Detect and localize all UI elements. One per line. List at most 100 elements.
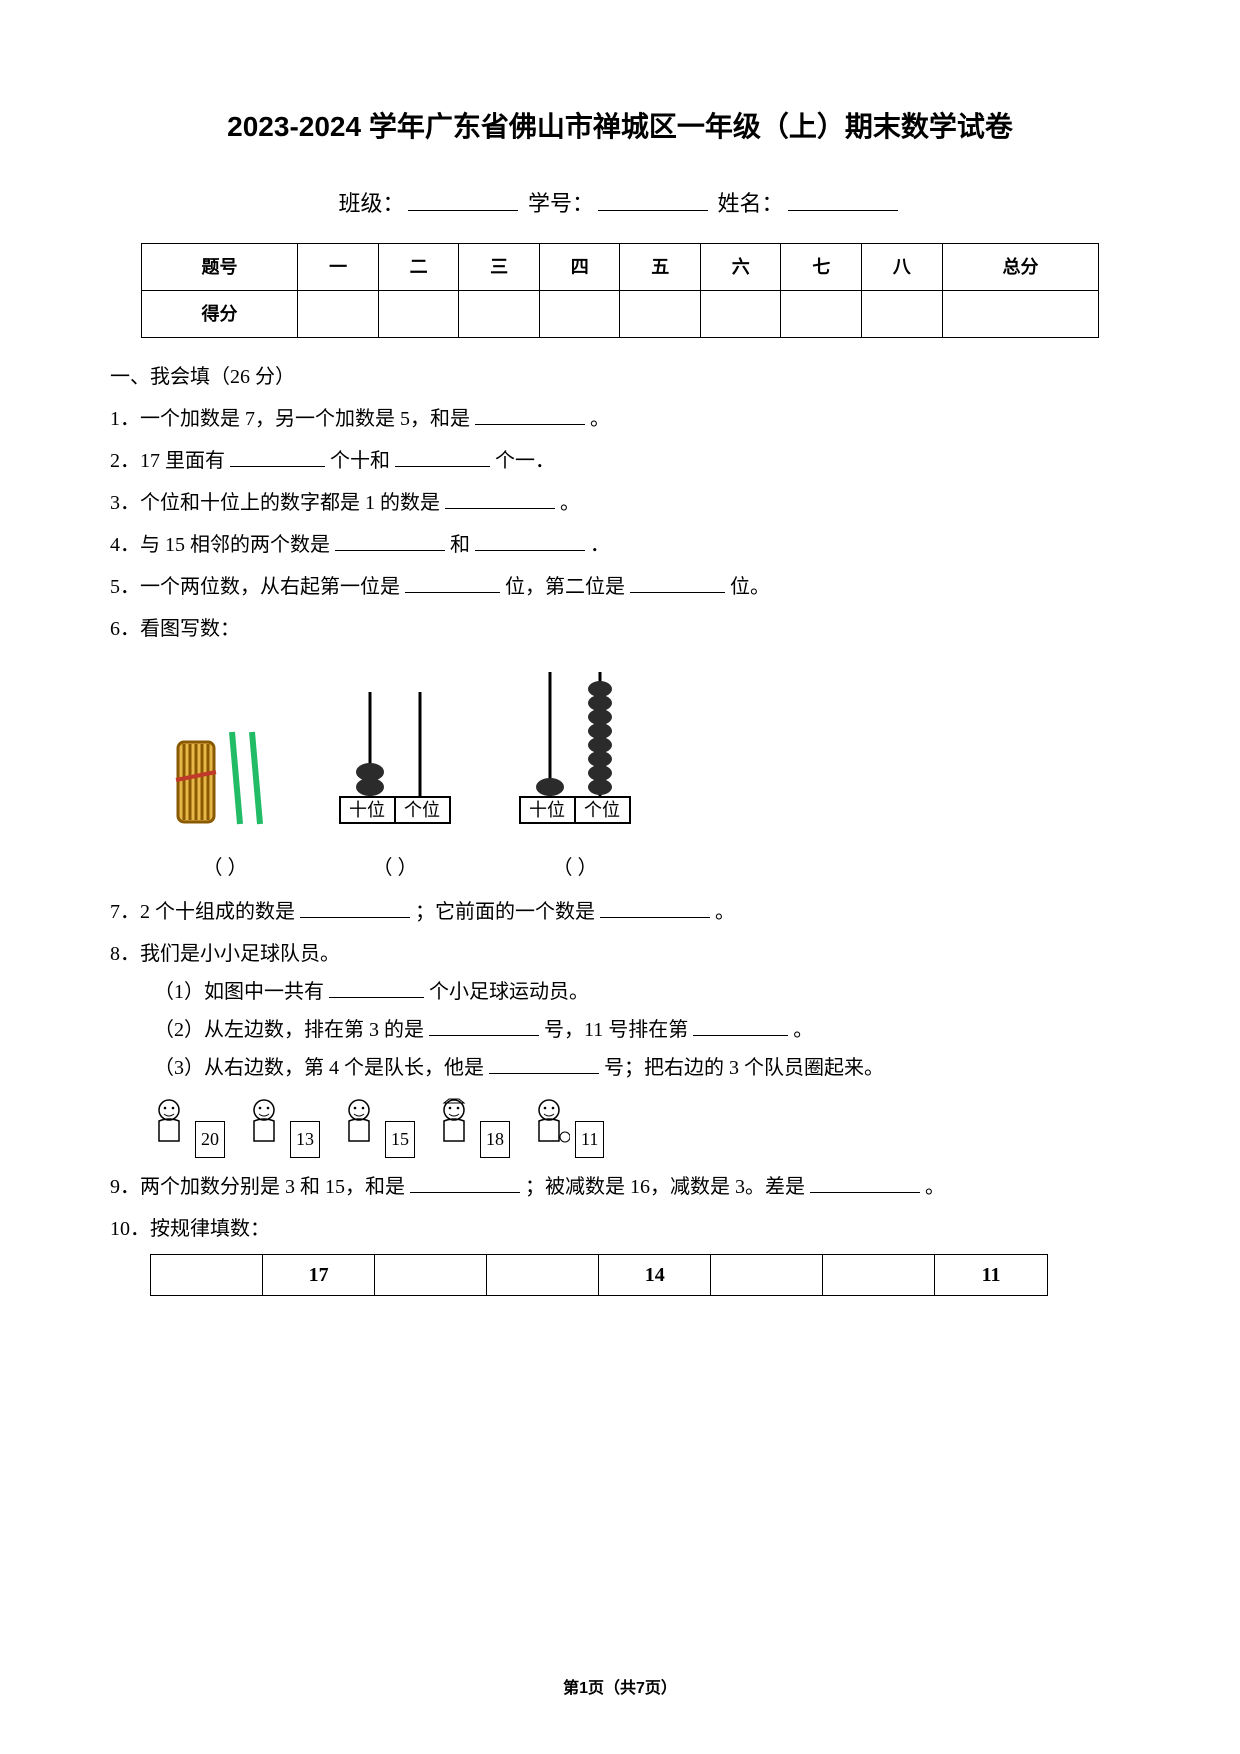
id-blank	[598, 186, 708, 211]
q8-1-text: （1）如图中一共有	[154, 981, 324, 1003]
blank	[600, 897, 710, 918]
seq-cell: 11	[935, 1255, 1047, 1296]
seq-cell	[487, 1255, 599, 1296]
sequence-table: 17 14 11	[150, 1254, 1048, 1296]
score-header: 三	[459, 243, 540, 290]
class-label: 班级：	[338, 191, 404, 216]
question-6: 6．看图写数： （ ）	[110, 610, 1130, 887]
sticks-icon	[170, 712, 280, 832]
player: 15	[338, 1097, 415, 1158]
q5-text: 5．一个两位数，从右起第一位是	[110, 576, 400, 598]
svg-text:十位: 十位	[349, 800, 385, 820]
q6-abacus-2: 十位 个位 （ ）	[510, 662, 640, 887]
score-cell	[700, 291, 781, 338]
q9-text: 9．两个加数分别是 3 和 15，和是	[110, 1176, 405, 1198]
q9-text: 。	[925, 1176, 945, 1198]
question-8: 8．我们是小小足球队员。 （1）如图中一共有 个小足球运动员。 （2）从左边数，…	[110, 935, 1130, 1158]
blank	[489, 1053, 599, 1074]
score-cell	[539, 291, 620, 338]
question-5: 5．一个两位数，从右起第一位是 位，第二位是 位。	[110, 568, 1130, 606]
name-blank	[788, 186, 898, 211]
player-icon	[528, 1097, 570, 1145]
page-footer: 第1页（共7页）	[0, 1674, 1240, 1704]
svg-text:个位: 个位	[584, 800, 620, 820]
q4-text: 和	[450, 534, 470, 556]
blank	[429, 1015, 539, 1036]
q8-1-text: 个小足球运动员。	[429, 981, 589, 1003]
q8-2-text: （2）从左边数，排在第 3 的是	[154, 1019, 424, 1041]
q6-caption: （ ）	[510, 849, 640, 887]
score-cell	[781, 291, 862, 338]
question-7: 7．2 个十组成的数是 ；它前面的一个数是 。	[110, 893, 1130, 931]
q5-text: 位。	[730, 576, 770, 598]
seq-cell: 17	[263, 1255, 375, 1296]
question-9: 9．两个加数分别是 3 和 15，和是 ；被减数是 16，减数是 3。差是 。	[110, 1168, 1130, 1206]
score-header: 总分	[942, 243, 1099, 290]
player: 11	[528, 1097, 604, 1158]
player-number: 13	[290, 1121, 320, 1157]
player-number: 20	[195, 1121, 225, 1157]
player: 18	[433, 1097, 510, 1158]
abacus-icon: 十位 个位	[330, 682, 460, 832]
q6-images: （ ） 十位 个位 （ ）	[170, 662, 1130, 887]
page-title: 2023-2024 学年广东省佛山市禅城区一年级（上）期末数学试卷	[110, 100, 1130, 153]
player-number: 18	[480, 1121, 510, 1157]
score-header: 四	[539, 243, 620, 290]
blank	[693, 1015, 788, 1036]
seq-cell	[375, 1255, 487, 1296]
q3-end: 。	[560, 492, 580, 514]
q8-1: （1）如图中一共有 个小足球运动员。	[154, 973, 1130, 1011]
q4-text: ．	[590, 534, 610, 556]
q5-text: 位，第二位是	[505, 576, 625, 598]
q7-text: 7．2 个十组成的数是	[110, 901, 295, 923]
q9-text: ；被减数是 16，减数是 3。差是	[525, 1176, 805, 1198]
question-3: 3．个位和十位上的数字都是 1 的数是 。	[110, 484, 1130, 522]
q1-text: 1．一个加数是 7，另一个加数是 5，和是	[110, 408, 470, 430]
q7-text: 。	[715, 901, 735, 923]
q8-2: （2）从左边数，排在第 3 的是 号，11 号排在第 。	[154, 1011, 1130, 1049]
question-list: 1．一个加数是 7，另一个加数是 5，和是 。 2．17 里面有 个十和 个一．…	[110, 400, 1130, 1296]
score-cell	[298, 291, 379, 338]
score-header: 五	[620, 243, 701, 290]
player: 13	[243, 1097, 320, 1158]
blank	[335, 530, 445, 551]
player-number: 15	[385, 1121, 415, 1157]
question-10: 10．按规律填数： 17 14 11	[110, 1210, 1130, 1296]
score-header: 八	[862, 243, 943, 290]
q6-sticks: （ ）	[170, 712, 280, 887]
blank	[445, 488, 555, 509]
score-header: 题号	[141, 243, 298, 290]
q6-text: 6．看图写数：	[110, 618, 240, 640]
score-header: 一	[298, 243, 379, 290]
q4-text: 4．与 15 相邻的两个数是	[110, 534, 330, 556]
score-header-row: 题号 一 二 三 四 五 六 七 八 总分	[141, 243, 1099, 290]
q1-end: 。	[590, 408, 610, 430]
seq-cell	[151, 1255, 263, 1296]
score-row-label: 得分	[141, 291, 298, 338]
blank	[329, 977, 424, 998]
score-cell	[459, 291, 540, 338]
class-blank	[408, 186, 518, 211]
player: 20	[148, 1097, 225, 1158]
blank	[395, 446, 490, 467]
abacus-icon: 十位 个位	[510, 662, 640, 832]
blank	[300, 897, 410, 918]
blank	[230, 446, 325, 467]
q6-abacus-1: 十位 个位 （ ）	[330, 682, 460, 887]
q2-text: 2．17 里面有	[110, 450, 225, 472]
q8-3: （3）从右边数，第 4 个是队长，他是 号；把右边的 3 个队员圈起来。	[154, 1049, 1130, 1087]
q7-text: ；它前面的一个数是	[415, 901, 595, 923]
blank	[810, 1172, 920, 1193]
q8-3-text: （3）从右边数，第 4 个是队长，他是	[154, 1057, 484, 1079]
player-icon	[433, 1097, 475, 1145]
blank	[630, 572, 725, 593]
score-value-row: 得分	[141, 291, 1099, 338]
q6-caption: （ ）	[330, 849, 460, 887]
q3-text: 3．个位和十位上的数字都是 1 的数是	[110, 492, 440, 514]
blank	[475, 404, 585, 425]
player-icon	[148, 1097, 190, 1145]
score-cell	[942, 291, 1099, 338]
score-header: 六	[700, 243, 781, 290]
q8-2-text: 号，11 号排在第	[544, 1019, 688, 1041]
section-1-heading: 一、我会填（26 分）	[110, 358, 1130, 396]
